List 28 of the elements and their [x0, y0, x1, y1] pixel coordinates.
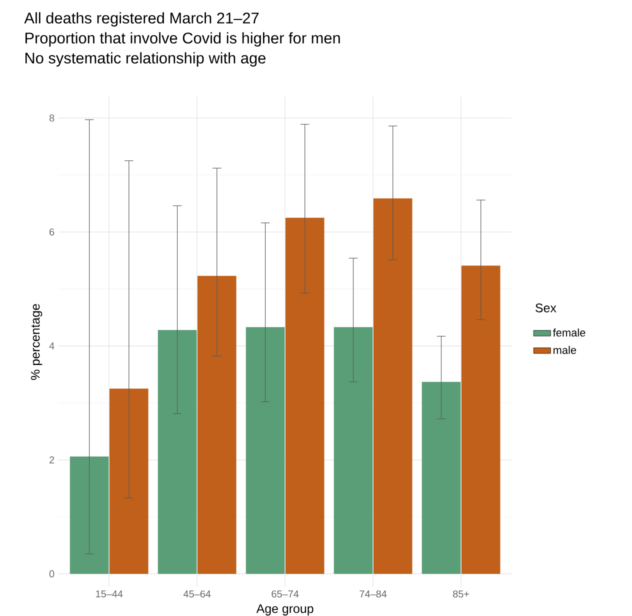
bar: [422, 382, 461, 574]
bar: [461, 266, 500, 574]
y-tick-label: 4: [49, 342, 54, 350]
bar: [158, 330, 197, 574]
bar: [110, 388, 148, 574]
chart-subtitle: Proportion that involve Covid is higher for men: [25, 32, 340, 47]
x-tick-label: 85+: [453, 590, 470, 598]
y-tick-label: 6: [50, 228, 54, 236]
x-tick-label: 65–74: [272, 590, 299, 598]
legend-label: female: [552, 328, 586, 337]
chart-title: All deaths registered March 21–27: [24, 12, 259, 27]
bar: [246, 327, 285, 574]
x-tick-label: 15–44: [96, 590, 123, 598]
legend-label: male: [554, 346, 576, 354]
x-axis-title: Age group: [256, 604, 314, 616]
x-tick-label: 74–84: [360, 590, 387, 598]
bar: [373, 198, 412, 574]
legend-title: Sex: [536, 304, 556, 312]
bar: [285, 218, 324, 574]
bar: [334, 327, 373, 574]
bar: [70, 456, 109, 574]
y-tick-label: 8: [49, 114, 54, 122]
text: No systematic relationship with age: [25, 52, 266, 67]
y-axis-title: % percentage: [30, 304, 42, 380]
bar: [197, 276, 236, 574]
x-tick-label: 45–64: [183, 590, 211, 598]
y-tick-label: 2: [50, 456, 54, 464]
y-tick-label: 0: [49, 570, 54, 578]
